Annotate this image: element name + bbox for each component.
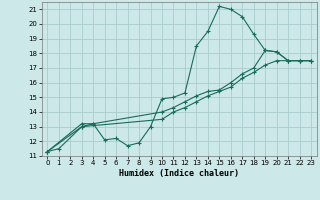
X-axis label: Humidex (Indice chaleur): Humidex (Indice chaleur) xyxy=(119,169,239,178)
